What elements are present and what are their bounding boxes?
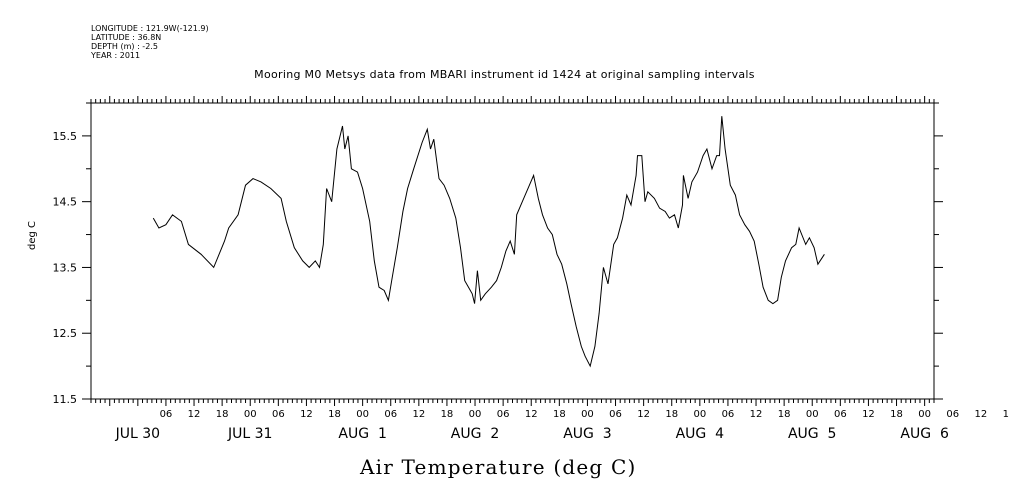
y-tick-label: 11.5	[53, 393, 78, 406]
chart-title: Mooring M0 Metsys data from MBARI instru…	[254, 68, 755, 81]
x-tick-label: 18	[665, 409, 678, 420]
day-label: AUG 5	[788, 426, 836, 442]
x-tick-label: 06	[834, 409, 847, 420]
x-tick-label: 06	[272, 409, 285, 420]
x-tick-label: 18	[778, 409, 791, 420]
x-tick-label: 00	[581, 409, 594, 420]
year-text: YEAR : 2011	[91, 51, 141, 60]
x-tick-label: 00	[918, 409, 931, 420]
x-tick-label: 00	[244, 409, 257, 420]
y-tick-label: 13.5	[53, 261, 78, 274]
footer-title: Air Temperature (deg C)	[360, 455, 637, 479]
x-tick-label: 00	[469, 409, 482, 420]
x-tick-label: 12	[862, 409, 875, 420]
x-tick-label: 06	[609, 409, 622, 420]
x-tick-labels: 06 12 18 00 06 12 18 00 06 12 18 00 06 12 18 00 06 12 18 00…	[160, 409, 1009, 420]
x-tick-label: 00	[356, 409, 369, 420]
x-tick-label: 12	[637, 409, 650, 420]
longitude-text: LONGITUDE : 121.9W(-121.9)	[91, 24, 209, 33]
y-tick-label: 15.5	[53, 130, 78, 143]
x-tick-label: 00	[806, 409, 819, 420]
day-label: JUL 30	[115, 426, 160, 442]
latitude-text: LATITUDE : 36.8N	[91, 33, 162, 42]
day-label: AUG 2	[451, 426, 499, 442]
x-tick-label: 18	[890, 409, 903, 420]
x-tick-label: 12	[412, 409, 425, 420]
x-tick-label: 12	[974, 409, 987, 420]
x-tick-label: 06	[384, 409, 397, 420]
day-label: JUL 31	[227, 426, 272, 442]
day-label: AUG 3	[563, 426, 611, 442]
day-labels: JUL 30 JUL 31 AUG 1 AUG 2 AUG 3 AUG 4 AUG 5 AUG…	[115, 426, 949, 442]
y-tick-label: 12.5	[53, 327, 78, 340]
y-tick-label: 14.5	[53, 196, 78, 209]
x-tick-label: 06	[160, 409, 173, 420]
x-tick-label: 12	[300, 409, 313, 420]
x-tick-label: 06	[946, 409, 959, 420]
depth-text: DEPTH (m) : -2.5	[91, 42, 158, 51]
x-tick-label: 18	[328, 409, 341, 420]
x-tick-label: 18	[441, 409, 454, 420]
x-tick-label: 00	[693, 409, 706, 420]
day-label: AUG 6	[900, 426, 949, 442]
x-tick-label: 12	[188, 409, 201, 420]
air-temperature-line	[152, 116, 825, 368]
x-tick-label: 18	[553, 409, 566, 420]
x-tick-label: 12	[525, 409, 538, 420]
tick-marks	[82, 96, 943, 406]
plot-frame	[90, 102, 935, 400]
day-label: AUG 4	[676, 426, 725, 442]
x-tick-label: 12	[750, 409, 763, 420]
day-label: AUG 1	[338, 426, 386, 442]
x-tick-label: 06	[497, 409, 510, 420]
x-tick-label: 18	[1003, 409, 1009, 420]
x-tick-label: 18	[216, 409, 229, 420]
x-tick-label: 06	[722, 409, 735, 420]
y-tick-labels: 15.5 14.5 13.5 12.5 11.5	[53, 130, 78, 406]
